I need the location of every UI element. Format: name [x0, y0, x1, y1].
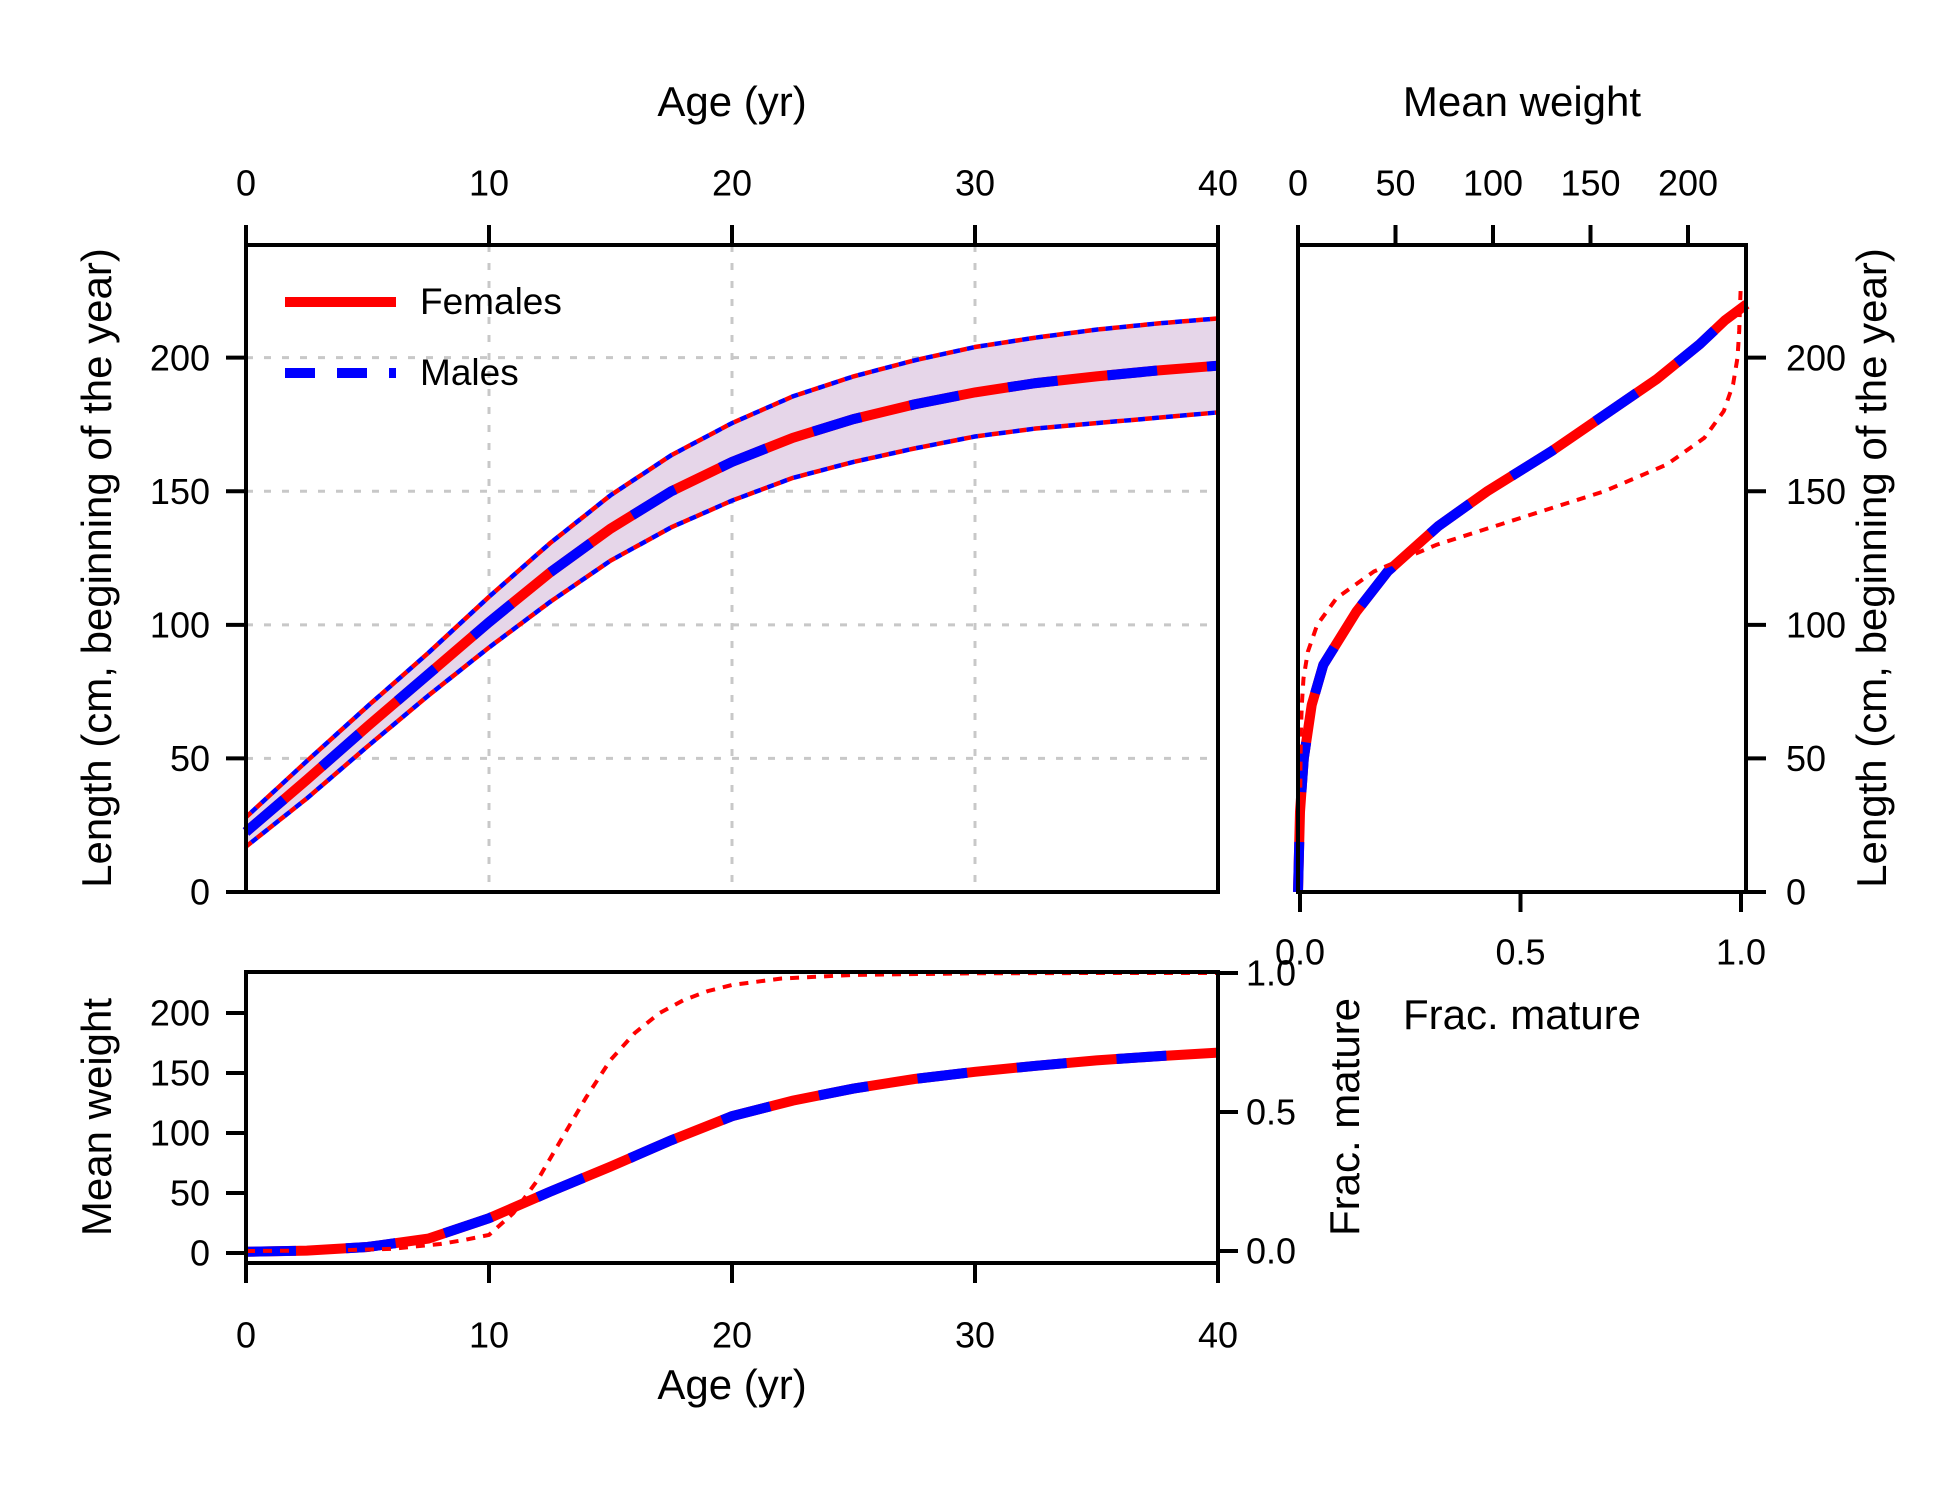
bl-bottom-tick-label: 30 — [955, 1315, 995, 1356]
tr-right-tick-label: 200 — [1786, 337, 1846, 378]
top-left-yaxis-title: Length (cm, beginning of the year) — [73, 248, 120, 888]
growth-legend: Females Males — [283, 266, 562, 408]
top-right-topaxis-title: Mean weight — [1402, 78, 1642, 125]
tr-top-tick-label: 200 — [1658, 163, 1718, 204]
bl-right-tick-label: 1.0 — [1246, 953, 1296, 994]
bl-bottom-tick-label: 20 — [712, 1315, 752, 1356]
legend-row-females: Females — [283, 266, 562, 337]
males-line-swatch — [285, 367, 396, 378]
legend-label-females: Females — [420, 281, 562, 322]
growth-upper-envelope-males — [244, 316, 1219, 819]
weight-age-curve-females — [245, 1047, 1219, 1257]
tr-top-tick-label: 150 — [1560, 163, 1620, 204]
tl-left-tick-label: 0 — [190, 872, 210, 913]
bottom-left-yaxis-title: Mean weight — [73, 997, 120, 1237]
bl-left-tick-label: 100 — [150, 1113, 210, 1154]
tl-top-tick-label: 40 — [1198, 163, 1238, 204]
legend-label-males: Males — [420, 352, 519, 393]
weight-age-curve-males — [245, 1047, 1219, 1257]
bl-left-tick-label: 200 — [150, 993, 210, 1034]
bottom-left-xaxis-title: Age (yr) — [657, 1361, 807, 1408]
maturity-at-length-curve — [1298, 290, 1743, 839]
growth-lower-envelope-females — [244, 410, 1219, 849]
growth-lower-envelope-males — [244, 410, 1219, 849]
bl-right-tick-label: 0.5 — [1246, 1092, 1296, 1133]
tr-bottom-tick-label: 1.0 — [1716, 932, 1766, 973]
tl-top-tick-label: 0 — [236, 163, 256, 204]
tr-right-tick-label: 50 — [1786, 738, 1826, 779]
bottom-left-rightaxis-title: Frac. mature — [1321, 997, 1368, 1237]
tr-top-tick-label: 0 — [1288, 163, 1308, 204]
top-right-bottomaxis-title: Frac. mature — [1402, 991, 1642, 1038]
tl-left-tick-label: 50 — [170, 738, 210, 779]
bl-bottom-tick-label: 40 — [1198, 1315, 1238, 1356]
bl-bottom-tick-label: 10 — [469, 1315, 509, 1356]
tl-top-tick-label: 20 — [712, 163, 752, 204]
bl-bottom-tick-label: 0 — [236, 1315, 256, 1356]
tr-right-tick-label: 100 — [1786, 604, 1846, 645]
tl-top-tick-label: 30 — [955, 163, 995, 204]
tl-left-tick-label: 150 — [150, 471, 210, 512]
tr-bottom-tick-label: 0.5 — [1495, 932, 1545, 973]
tl-left-tick-label: 100 — [150, 604, 210, 645]
bl-left-tick-label: 50 — [170, 1173, 210, 1214]
tr-right-tick-label: 0 — [1786, 872, 1806, 913]
tl-left-tick-label: 200 — [150, 337, 210, 378]
bl-left-tick-label: 150 — [150, 1053, 210, 1094]
tl-top-tick-label: 10 — [469, 163, 509, 204]
tr-top-tick-label: 100 — [1463, 163, 1523, 204]
tr-bottom-tick-label: 0.0 — [1275, 932, 1325, 973]
top-right-rightaxis-title: Length (cm, beginning of the year) — [1848, 248, 1895, 888]
growth-mean-curve-males — [242, 360, 1219, 836]
females-line-swatch — [285, 296, 396, 307]
bl-right-tick-label: 0.0 — [1246, 1231, 1296, 1272]
tr-frame — [1296, 243, 1748, 894]
bl-left-tick-label: 0 — [190, 1233, 210, 1274]
weight-length-curve-males — [1293, 300, 1750, 893]
tr-right-tick-label: 150 — [1786, 471, 1846, 512]
maturity-at-age-curve — [245, 971, 1218, 1253]
tr-top-tick-label: 50 — [1375, 163, 1415, 204]
top-left-xaxis-title: Age (yr) — [657, 78, 807, 125]
legend-row-males: Males — [283, 337, 562, 408]
